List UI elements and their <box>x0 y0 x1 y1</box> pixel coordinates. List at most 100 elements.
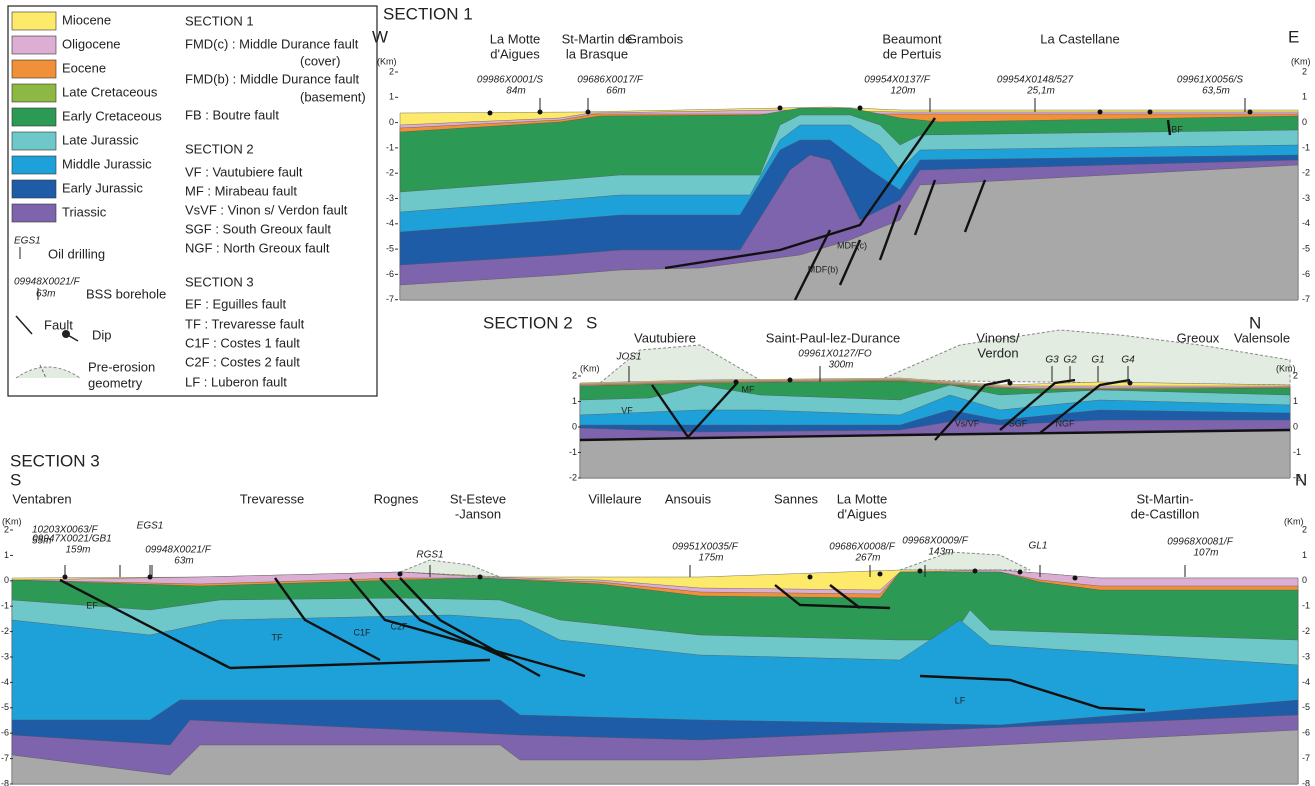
fault-description: FMD(b) : Middle Durance fault <box>185 71 359 86</box>
fault-line <box>664 117 936 270</box>
dip-marker <box>1247 109 1253 115</box>
fault-line <box>919 674 1146 712</box>
fault-description: MF : Mirabeau fault <box>185 183 297 198</box>
borehole-id: G1 <box>1091 355 1104 366</box>
pre-erosion-geometry <box>899 551 1031 571</box>
axis-tick-label: -8 <box>1 778 9 786</box>
drill-label: Oil drilling <box>48 246 105 261</box>
fault-section-title: SECTION 3 <box>185 274 254 289</box>
place-name: Beaumont <box>882 31 942 46</box>
orientation: N <box>1295 470 1307 489</box>
place-name: Valensole <box>1234 330 1290 345</box>
borehole-depth: 120m <box>890 86 915 97</box>
fault-description: VF : Vautubiere fault <box>185 164 303 179</box>
place-name: Verdon <box>977 345 1018 360</box>
place-name: Sannes <box>774 491 819 506</box>
drill-id: EGS1 <box>14 236 41 247</box>
fault-label: MDF(c) <box>837 240 867 250</box>
fault-line <box>963 179 987 233</box>
unit-swatch <box>11 179 57 199</box>
fault-description: (cover) <box>300 53 340 68</box>
place-name: la Brasque <box>566 46 628 61</box>
fault-line <box>838 239 862 286</box>
fault-description: (basement) <box>300 89 366 104</box>
fault-line <box>349 577 586 678</box>
fault-line <box>829 584 861 609</box>
fault-label: C1F <box>353 627 371 637</box>
pre-erosion-geometry <box>598 344 762 384</box>
axis-tick-label: -1 <box>569 447 577 457</box>
borehole-depth: 25,1m <box>1026 86 1055 97</box>
borehole-id: 09986X0001/S <box>477 75 544 86</box>
axis-tick-label: 1 <box>1302 92 1307 102</box>
borehole-id: JOS1 <box>615 352 641 363</box>
borehole-id: 09954X0148/527 <box>997 75 1074 86</box>
borehole-depth: 66m <box>606 86 625 97</box>
borehole-id: 09686X0008/F <box>829 542 896 553</box>
axis-tick-label: 0 <box>572 421 577 431</box>
borehole-id: 09686X0017/F <box>577 75 644 86</box>
place-name: Vinons/ <box>976 330 1020 345</box>
axis-tick-label: 2 <box>389 66 394 76</box>
axis-tick-label: 0 <box>4 575 9 585</box>
axis-tick-label: -5 <box>1302 243 1310 253</box>
fault-label: LF <box>955 695 966 705</box>
place-name: La Castellane <box>1040 31 1120 46</box>
unit-label: Eocene <box>62 60 106 75</box>
borehole-id: 10203X0063/F <box>32 525 99 536</box>
fault-line <box>399 577 541 678</box>
unit-label: Early Jurassic <box>62 180 143 195</box>
fault-label: C2F <box>390 621 408 631</box>
fault-line <box>913 179 937 236</box>
unit-label: Oligocene <box>62 36 121 51</box>
dip-marker <box>477 574 483 580</box>
place-name: Trevaresse <box>240 491 305 506</box>
unit-swatch <box>11 59 57 79</box>
dip-marker <box>917 568 923 574</box>
unit-label: Triassic <box>62 204 107 219</box>
orientation: S <box>10 470 21 489</box>
axis-tick-label: -3 <box>386 193 394 203</box>
borehole-depth: 175m <box>698 553 723 564</box>
axis-unit: (Km) <box>580 363 600 373</box>
fault-label: Fault <box>44 317 73 332</box>
pre-erosion-label: geometry <box>88 375 143 390</box>
pre-erosion-geometry <box>879 329 1291 386</box>
borehole-id: 09954X0137/F <box>864 75 931 86</box>
axis-tick-label: -4 <box>1302 677 1310 687</box>
place-name: Greoux <box>1177 330 1220 345</box>
fault-line <box>229 658 491 670</box>
fault-line <box>999 378 1076 431</box>
legend-box <box>7 5 378 397</box>
unit-swatch <box>11 107 57 127</box>
fault-description: C1F : Costes 1 fault <box>185 335 300 350</box>
fault-description: VsVF : Vinon s/ Verdon fault <box>185 202 348 217</box>
axis-tick-label: -5 <box>1302 702 1310 712</box>
fault-symbol <box>15 315 33 335</box>
place-name: St-Martin- <box>1136 491 1193 506</box>
rock-layer <box>399 164 1299 301</box>
axis-tick-label: -5 <box>1 702 9 712</box>
axis-unit: (Km) <box>2 516 22 526</box>
place-name: d'Aigues <box>837 506 887 521</box>
axis-tick-label: -1 <box>386 142 394 152</box>
dip-marker <box>807 574 813 580</box>
axis-tick-label: 0 <box>1302 117 1307 127</box>
axis-tick-label: -2 <box>1302 168 1310 178</box>
axis-tick-label: 2 <box>1302 524 1307 534</box>
place-name: La Motte <box>837 491 888 506</box>
axis-tick-label: 2 <box>1293 370 1298 380</box>
fault-description: FMD(c) : Middle Durance fault <box>185 36 359 51</box>
dip-marker <box>1147 109 1153 115</box>
dip-marker <box>1097 109 1103 115</box>
axis-tick-label: 1 <box>572 396 577 406</box>
place-name: Grambois <box>627 31 684 46</box>
axis-tick-label: 1 <box>389 92 394 102</box>
place-name: -Janson <box>455 506 501 521</box>
axis-tick-label: -6 <box>1302 728 1310 738</box>
borehole-depth: 143m <box>928 547 953 558</box>
fault-line <box>379 577 511 662</box>
dip-marker <box>972 568 978 574</box>
dip-marker <box>733 379 739 385</box>
